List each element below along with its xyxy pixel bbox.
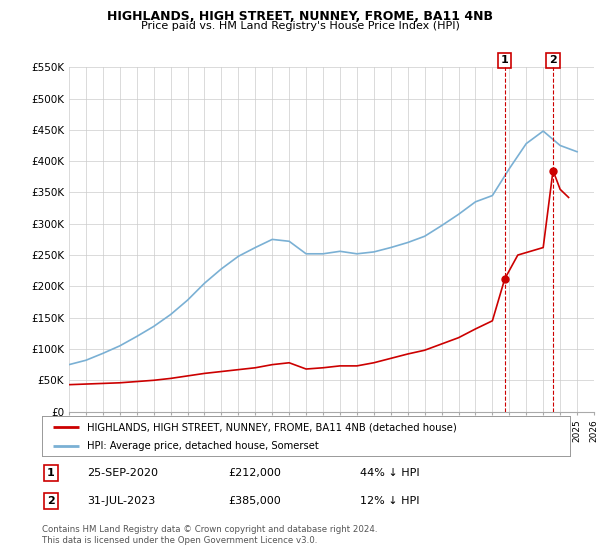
Text: 1: 1 — [47, 468, 55, 478]
Text: HPI: Average price, detached house, Somerset: HPI: Average price, detached house, Some… — [87, 441, 319, 451]
Text: 31-JUL-2023: 31-JUL-2023 — [87, 496, 155, 506]
Text: 44% ↓ HPI: 44% ↓ HPI — [360, 468, 419, 478]
Text: £385,000: £385,000 — [228, 496, 281, 506]
Text: 25-SEP-2020: 25-SEP-2020 — [87, 468, 158, 478]
Text: 2: 2 — [47, 496, 55, 506]
Text: Price paid vs. HM Land Registry's House Price Index (HPI): Price paid vs. HM Land Registry's House … — [140, 21, 460, 31]
Text: HIGHLANDS, HIGH STREET, NUNNEY, FROME, BA11 4NB: HIGHLANDS, HIGH STREET, NUNNEY, FROME, B… — [107, 10, 493, 23]
Text: Contains HM Land Registry data © Crown copyright and database right 2024.
This d: Contains HM Land Registry data © Crown c… — [42, 525, 377, 545]
Text: 1: 1 — [501, 55, 509, 66]
Text: 12% ↓ HPI: 12% ↓ HPI — [360, 496, 419, 506]
Text: £212,000: £212,000 — [228, 468, 281, 478]
Text: HIGHLANDS, HIGH STREET, NUNNEY, FROME, BA11 4NB (detached house): HIGHLANDS, HIGH STREET, NUNNEY, FROME, B… — [87, 422, 457, 432]
Text: 2: 2 — [549, 55, 557, 66]
